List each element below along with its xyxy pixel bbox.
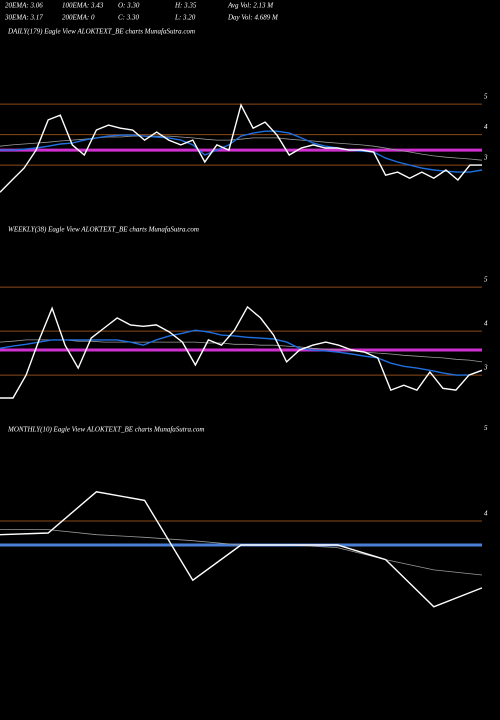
y-tick-label: 5: [484, 276, 488, 284]
header-stat: 20EMA: 3.06: [5, 2, 43, 10]
y-tick-label: 3: [483, 364, 488, 372]
header-stat: C: 3.30: [118, 14, 140, 22]
header-stat: 100EMA: 3.43: [62, 2, 104, 10]
panel-title: MONTHLY(10) Eagle View ALOKTEXT_BE chart…: [7, 426, 204, 434]
header-stat: L: 3.20: [174, 14, 196, 22]
price-line: [0, 135, 483, 161]
panel-title: WEEKLY(38) Eagle View ALOKTEXT_BE charts…: [8, 226, 199, 234]
y-tick-label: 4: [484, 320, 488, 328]
y-tick-label: 4: [484, 510, 488, 518]
y-tick-label: 3: [483, 154, 488, 162]
header-stat: 30EMA: 3.17: [4, 14, 43, 22]
header-stat: Day Vol: 4.689 M: [227, 14, 279, 22]
y-tick-label: 5: [484, 93, 488, 101]
price-line: [0, 491, 483, 608]
header-stat: H: 3.35: [174, 2, 197, 10]
header-stat: 200EMA: 0: [62, 14, 95, 22]
price-line: [0, 529, 483, 576]
panel-title: DAILY(179) Eagle View ALOKTEXT_BE charts…: [7, 28, 195, 36]
price-line: [0, 305, 483, 399]
price-line: [0, 130, 483, 173]
price-line: [0, 339, 483, 363]
header-stat: O: 3.30: [118, 2, 140, 10]
y-tick-label: 5: [484, 424, 488, 432]
price-line: [0, 103, 482, 193]
y-tick-label: 4: [484, 123, 488, 131]
price-line: [0, 329, 483, 376]
header-stat: Avg Vol: 2.13 M: [227, 2, 274, 10]
